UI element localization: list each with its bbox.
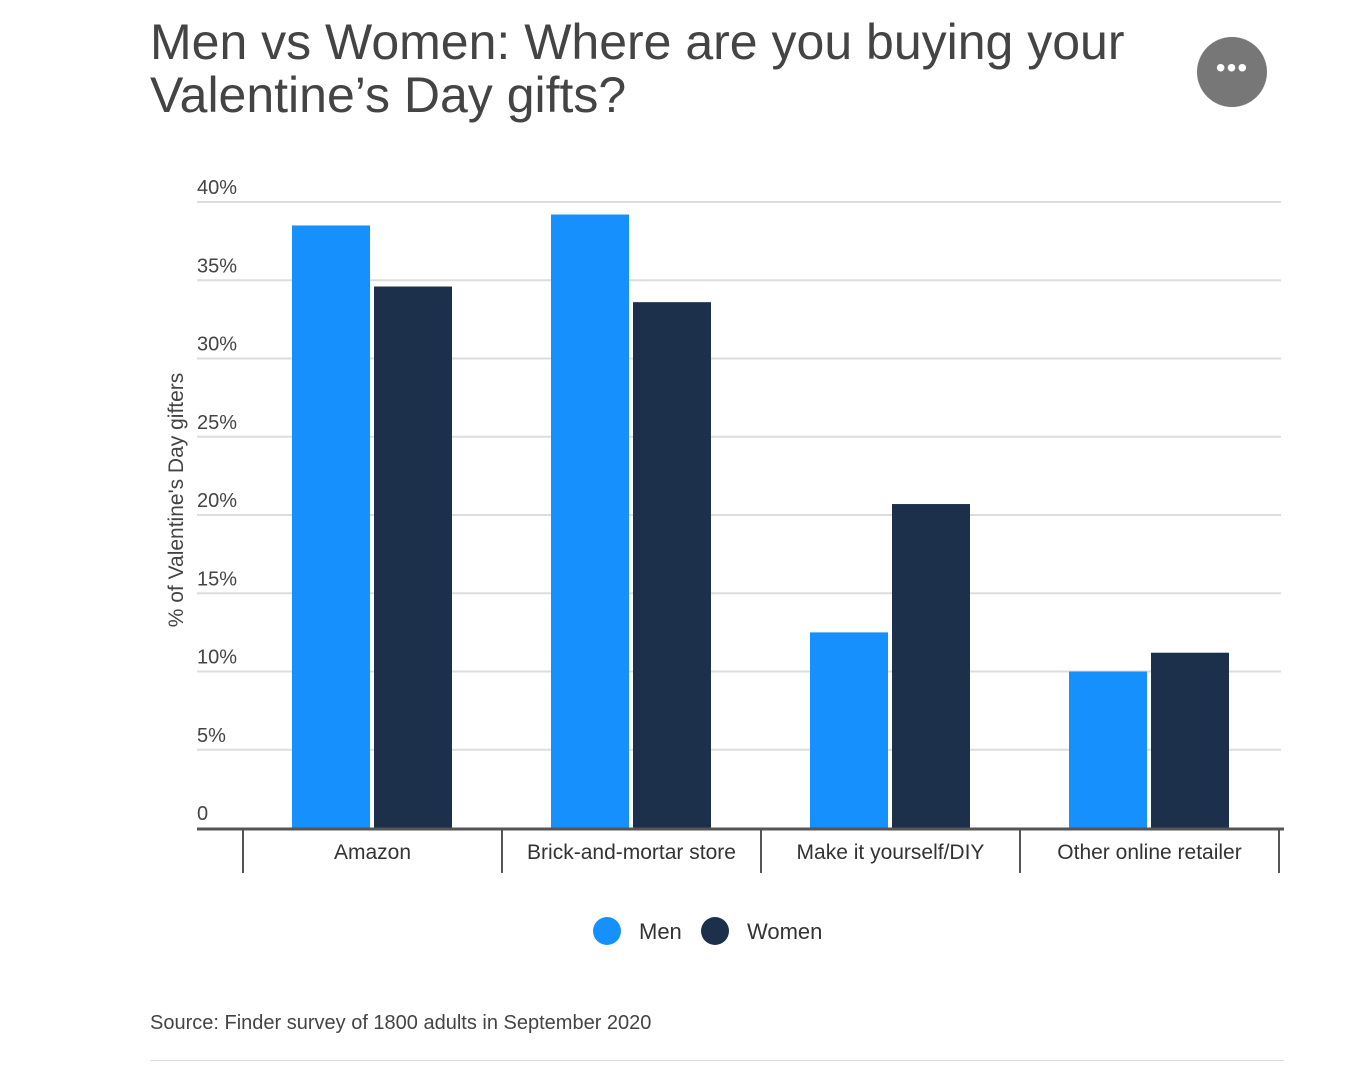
legend-label-women: Women bbox=[747, 919, 822, 944]
legend-label-men: Men bbox=[639, 919, 682, 944]
y-tick-label: 5% bbox=[197, 725, 226, 747]
bar-men bbox=[292, 225, 370, 829]
y-tick-label: 25% bbox=[197, 412, 237, 434]
more-options-button[interactable]: ••• bbox=[1197, 37, 1267, 107]
y-tick-label: 15% bbox=[197, 568, 237, 590]
y-tick-label: 40% bbox=[197, 177, 237, 199]
x-tick-label: Other online retailer bbox=[1057, 841, 1241, 864]
more-horizontal-icon: ••• bbox=[1215, 52, 1249, 83]
divider bbox=[150, 1060, 1284, 1061]
bar-women bbox=[633, 302, 711, 828]
bar-women bbox=[374, 286, 452, 828]
y-tick-label: 30% bbox=[197, 334, 237, 356]
x-tick-label: Brick-and-mortar store bbox=[527, 841, 736, 864]
bar-women bbox=[892, 504, 970, 828]
y-axis-label: % of Valentine's Day gifters bbox=[165, 373, 188, 628]
x-tick-label: Amazon bbox=[334, 841, 411, 864]
legend-marker-men bbox=[593, 917, 621, 945]
bar-men bbox=[810, 632, 888, 828]
y-tick-label: 35% bbox=[197, 255, 237, 277]
x-tick-label: Make it yourself/DIY bbox=[797, 841, 985, 864]
y-tick-label: 20% bbox=[197, 490, 237, 512]
y-tick-label: 10% bbox=[197, 647, 237, 669]
bar-women bbox=[1151, 652, 1229, 828]
bar-men bbox=[551, 214, 629, 828]
legend-marker-women bbox=[701, 917, 729, 945]
source-note: Source: Finder survey of 1800 adults in … bbox=[150, 1012, 652, 1034]
y-tick-label: 0 bbox=[197, 803, 208, 825]
bar-chart: 0 5% 10% 15% 20% 25% 30% 35% 40% % of Valentine's… bbox=[165, 177, 1284, 945]
chart-title: Men vs Women: Where are you buying your … bbox=[150, 14, 1125, 123]
bar-men bbox=[1069, 671, 1147, 828]
